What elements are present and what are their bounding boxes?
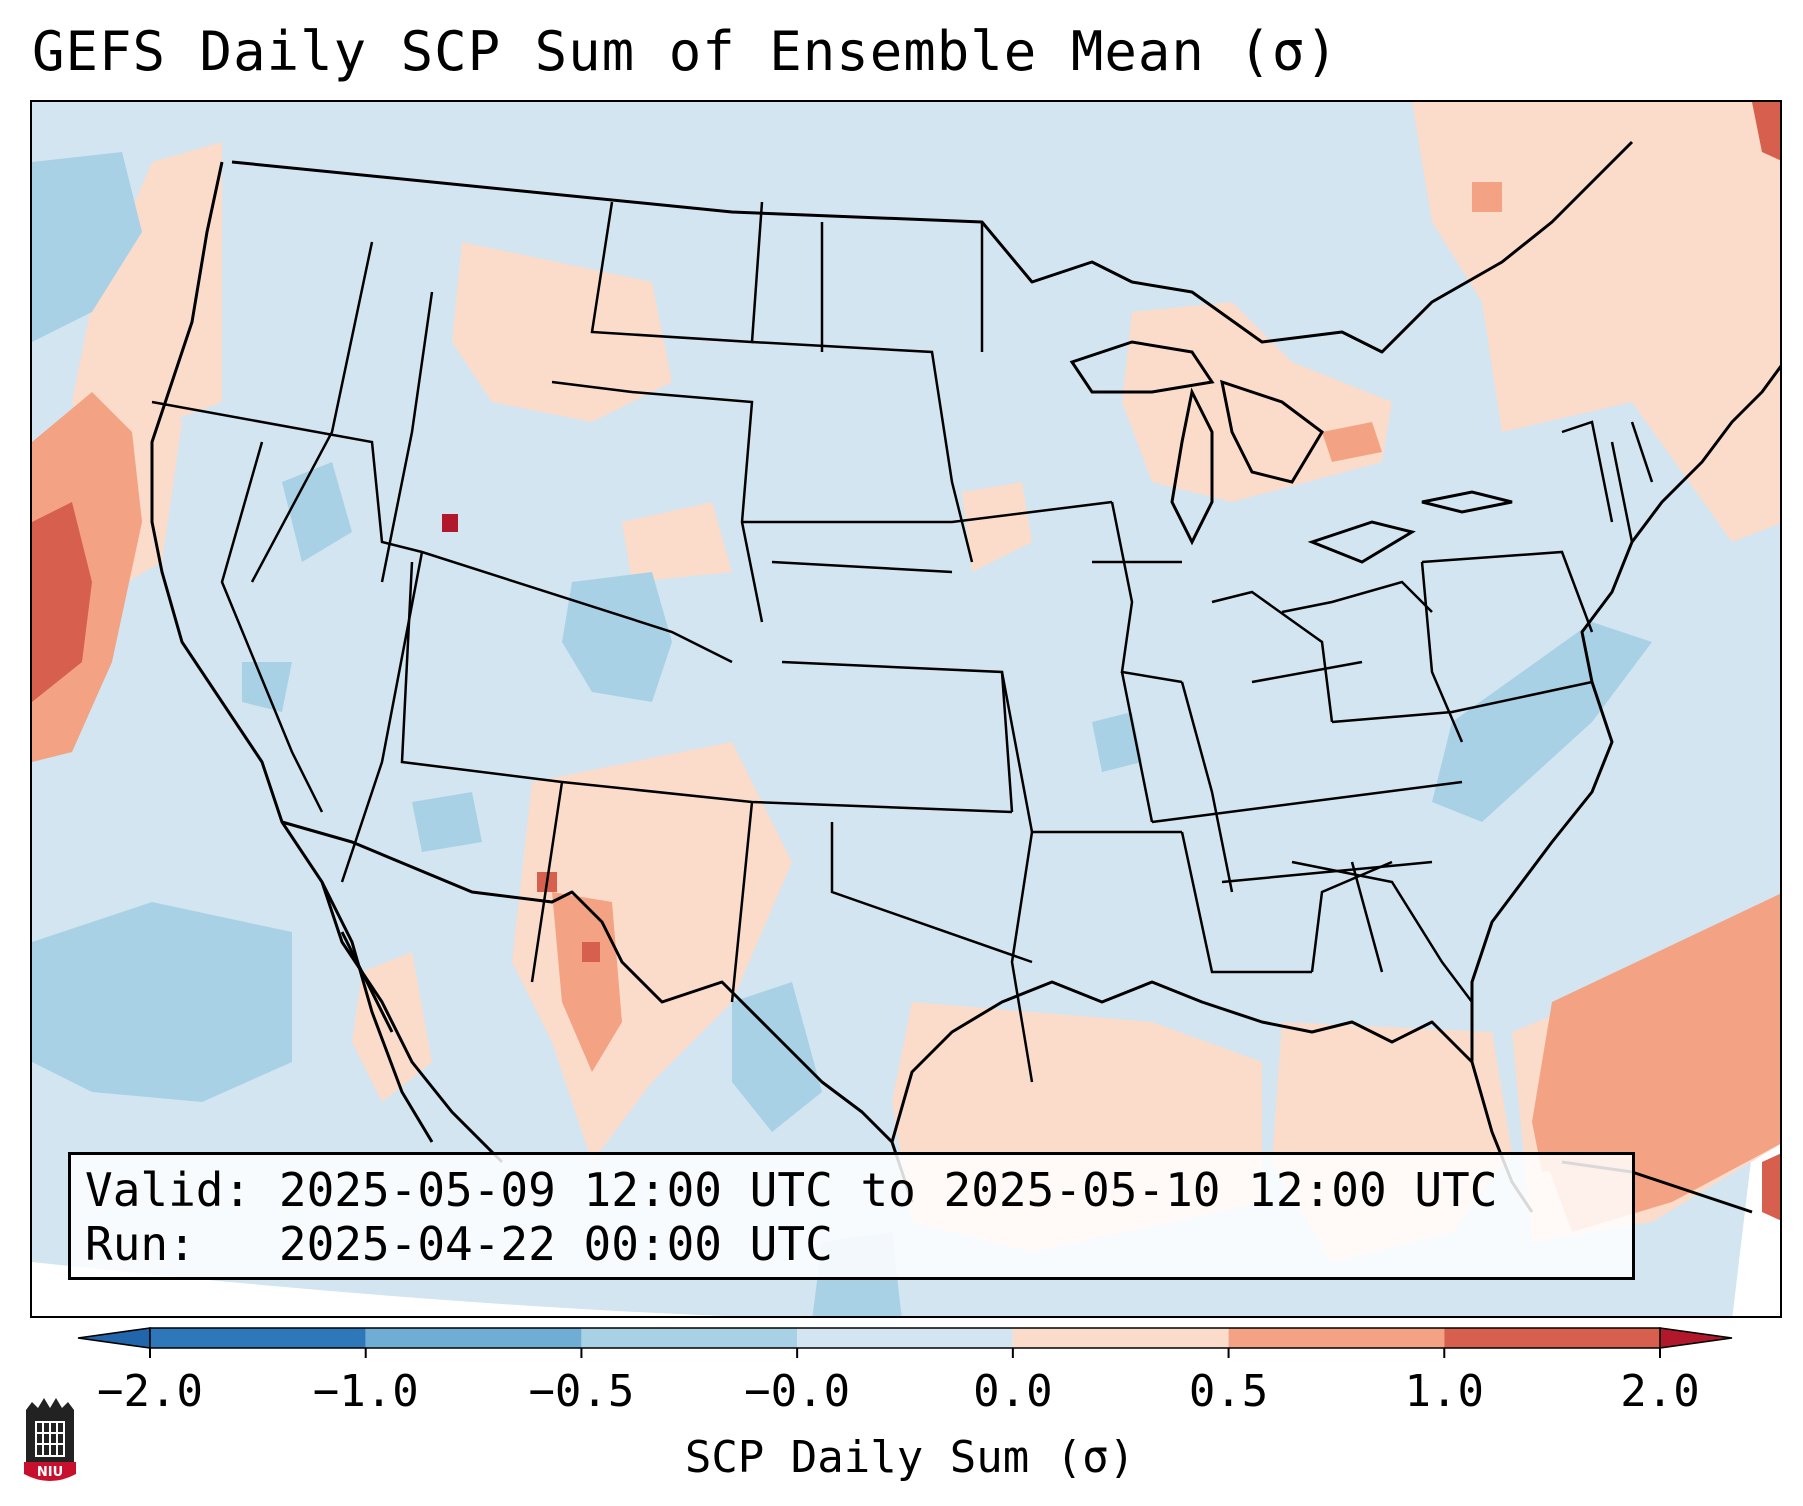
run-label: Run: <box>85 1217 196 1271</box>
chart-title: GEFS Daily SCP Sum of Ensemble Mean (σ) <box>32 20 1339 83</box>
logo-window-lines <box>36 1422 64 1456</box>
colorbar-tick-label: −1.0 <box>312 1366 419 1417</box>
valid-line: Valid: 2025-05-09 12:00 UTC to 2025-05-1… <box>85 1163 1632 1217</box>
colorbar-tick-label: 1.0 <box>1404 1366 1485 1417</box>
colorbar-bin <box>581 1328 798 1348</box>
niu-logo: NIU <box>24 1398 76 1481</box>
run-line: Run: 2025-04-22 00:00 UTC <box>85 1217 1632 1271</box>
valid-value: 2025-05-09 12:00 UTC to 2025-05-10 12:00… <box>278 1163 1498 1217</box>
colorbar-bin <box>365 1328 582 1348</box>
colorbar <box>77 1327 1733 1358</box>
colorbar-bin <box>1444 1328 1660 1348</box>
logo-text: NIU <box>37 1465 63 1480</box>
colorbar-label: SCP Daily Sum (σ) <box>684 1432 1136 1483</box>
colorbar-bin <box>1228 1328 1445 1348</box>
negative-anomaly <box>32 152 1652 1316</box>
colorbar-extend-low <box>77 1327 151 1349</box>
country-coastlines <box>150 140 1780 1214</box>
map-canvas <box>32 102 1780 1316</box>
valid-label: Valid: <box>85 1163 252 1217</box>
colorbar-bin <box>797 1328 1013 1348</box>
colorbar-tick-label: 0.5 <box>1188 1366 1269 1417</box>
state-borders <box>151 201 1654 1083</box>
logo-shield <box>24 1462 76 1481</box>
colorbar-bin <box>150 1328 366 1348</box>
colorbar-tick-label: −2.0 <box>97 1366 203 1417</box>
positive-anomaly-peak <box>442 514 458 532</box>
run-value: 2025-04-22 00:00 UTC <box>278 1217 833 1271</box>
colorbar-bin <box>1012 1328 1229 1348</box>
valid-time-box: Valid: 2025-05-09 12:00 UTC to 2025-05-1… <box>68 1152 1635 1280</box>
positive-anomaly-strong <box>32 102 1780 1221</box>
colorbar-tick-label: 2.0 <box>1620 1366 1700 1417</box>
projection-edge <box>32 1262 726 1316</box>
colorbar-tick-label: 0.0 <box>973 1366 1053 1417</box>
colorbar-tick-label: −0.5 <box>528 1366 635 1417</box>
colorbar-tick-label: −0.0 <box>744 1366 851 1417</box>
colorbar-outline <box>149 1327 1661 1349</box>
map-panel <box>30 100 1782 1318</box>
great-lakes <box>1069 340 1513 564</box>
colorbar-extend-high <box>1659 1327 1733 1349</box>
